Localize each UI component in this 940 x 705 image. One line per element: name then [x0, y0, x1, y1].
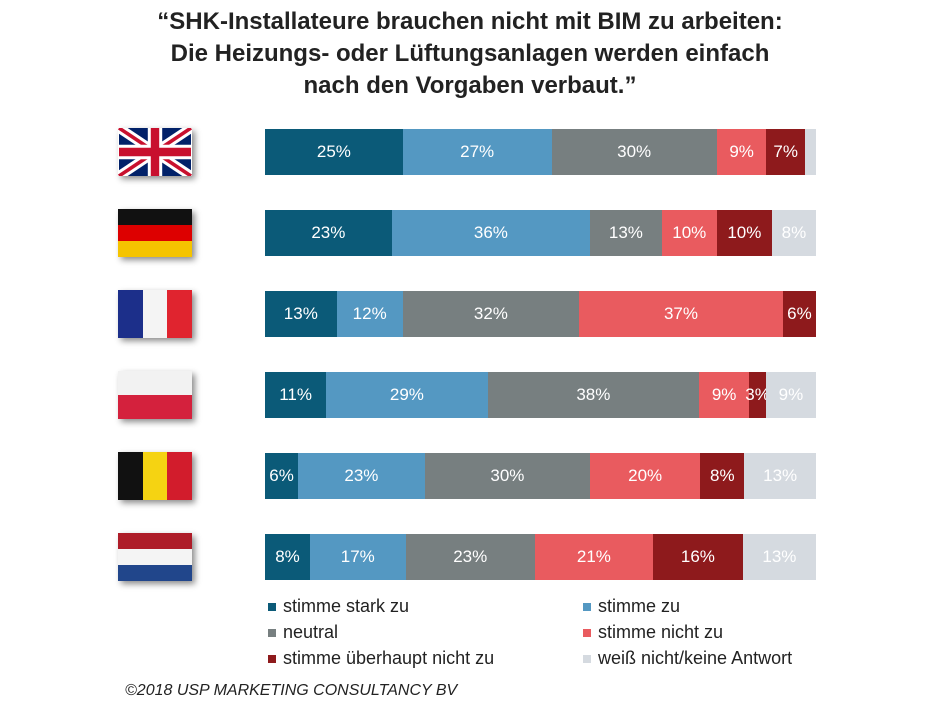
legend-swatch — [268, 628, 276, 637]
bar-row: 25% 27% 30% 9% 7% — [265, 129, 816, 175]
chart-title: “SHK-Installateure brauchen nicht mit BI… — [0, 6, 940, 102]
bar-segment: 13% — [265, 291, 337, 337]
legend-label: stimme zu — [598, 596, 681, 616]
bar-segment: 30% — [551, 129, 717, 175]
legend-label: weiß nicht/keine Antwort — [598, 648, 793, 668]
bar-segment: 36% — [391, 210, 591, 256]
legend-swatch — [583, 602, 591, 611]
bar-segment: 9% — [716, 129, 767, 175]
bar-segment: 25% — [265, 129, 403, 175]
bar-segment: 9% — [765, 372, 816, 418]
bar-segment: 8% — [700, 453, 745, 499]
bar-segment: 30% — [424, 453, 591, 499]
legend-item: stimme stark zu — [268, 596, 409, 617]
legend-item: stimme nicht zu — [583, 622, 723, 643]
bar-row: 6% 23% 30% 20% 8% 13% — [265, 453, 816, 499]
bar-segment: 11% — [265, 372, 327, 418]
bar-row: 23% 36% 13% 10% 10% 8% — [265, 210, 816, 256]
bar-row: 8% 17% 23% 21% 16% 13% — [265, 534, 816, 580]
bar-segment: 10% — [716, 210, 772, 256]
bar-segment: 21% — [534, 534, 653, 580]
legend-swatch — [268, 654, 276, 663]
bar-segment: 13% — [590, 210, 662, 256]
bar-segment: 3% — [745, 372, 770, 418]
legend-item: stimme überhaupt nicht zu — [268, 648, 494, 669]
title-line: Die Heizungs- oder Lüftungsanlagen werde… — [170, 40, 770, 67]
legend-swatch — [583, 628, 591, 637]
bar-segment: 38% — [487, 372, 700, 418]
bar-segment: 13% — [744, 453, 816, 499]
title-line: “SHK-Installateure brauchen nicht mit BI… — [157, 8, 783, 35]
legend-label: stimme nicht zu — [598, 622, 724, 642]
legend-label: neutral — [283, 622, 339, 642]
bar-segment: 20% — [590, 453, 701, 499]
bar-segment: 23% — [298, 453, 425, 499]
legend-item: stimme zu — [583, 596, 680, 617]
flag-germany-icon — [118, 209, 192, 257]
legend-label: stimme stark zu — [283, 596, 410, 616]
bar-segment: 9% — [699, 372, 750, 418]
copyright-footer: ©2018 USP MARKETING CONSULTANCY BV — [125, 682, 458, 699]
legend-swatch — [268, 602, 276, 611]
bar-segment — [804, 129, 816, 175]
bar-row: 13% 12% 32% 37% 6% — [265, 291, 816, 337]
title-line: nach den Vorgaben verbaut.” — [303, 72, 637, 99]
bar-segment: 37% — [579, 291, 783, 337]
flag-uk-icon — [118, 128, 192, 176]
bar-segment: 32% — [402, 291, 580, 337]
bar-segment: 23% — [405, 534, 535, 580]
bar-segment: 27% — [402, 129, 552, 175]
bar-segment: 6% — [265, 453, 299, 499]
bar-segment: 13% — [742, 534, 816, 580]
bar-segment: 6% — [782, 291, 816, 337]
legend-item: neutral — [268, 622, 338, 643]
flag-belgium-icon — [118, 452, 192, 500]
bar-segment: 8% — [771, 210, 816, 256]
legend-swatch — [583, 654, 591, 663]
flag-netherlands-icon — [118, 533, 192, 581]
bar-segment: 17% — [309, 534, 406, 580]
bar-segment: 10% — [661, 210, 717, 256]
legend-item: weiß nicht/keine Antwort — [583, 648, 792, 669]
bar-row: 11% 29% 38% 9% 3% 9% — [265, 372, 816, 418]
flag-france-icon — [118, 290, 192, 338]
bar-segment: 16% — [652, 534, 743, 580]
bar-segment: 8% — [265, 534, 310, 580]
legend-label: stimme überhaupt nicht zu — [283, 648, 495, 668]
bar-segment: 7% — [766, 129, 805, 175]
bar-segment: 29% — [326, 372, 488, 418]
bar-segment: 23% — [265, 210, 392, 256]
flag-poland-icon — [118, 371, 192, 419]
bar-segment: 12% — [336, 291, 403, 337]
